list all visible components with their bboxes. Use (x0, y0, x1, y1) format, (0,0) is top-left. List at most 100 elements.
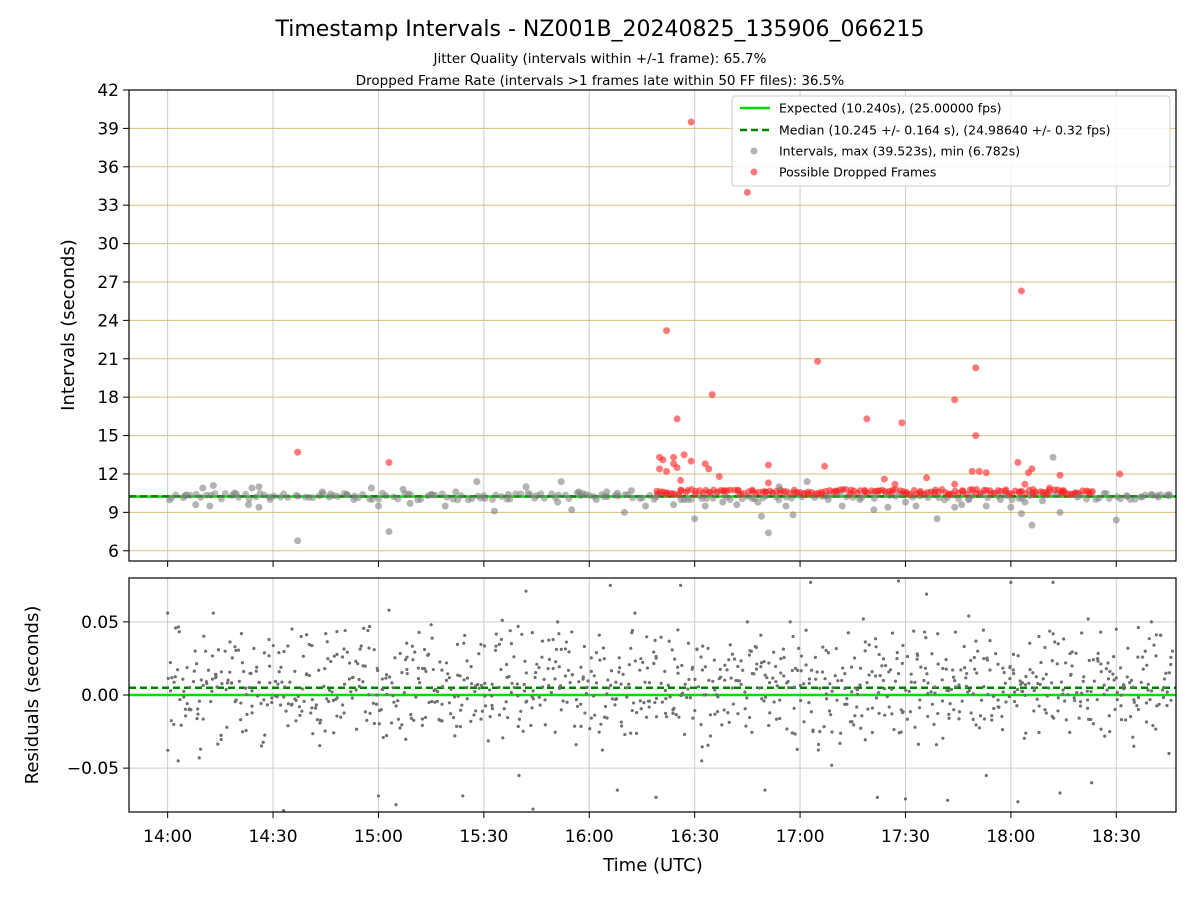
residual-band-point (775, 684, 779, 688)
residual-point (615, 788, 619, 792)
residual-band-point (973, 667, 977, 671)
residual-band-point (205, 681, 209, 686)
residual-band-point (793, 732, 797, 736)
residual-band-point (718, 667, 722, 671)
residual-band-point (919, 665, 923, 669)
interval-point (294, 537, 302, 545)
residual-band-point (843, 672, 847, 676)
residual-band-point (739, 659, 743, 663)
residual-band-point (1131, 735, 1135, 739)
y-tick-label: 36 (97, 158, 119, 178)
residual-band-point (240, 730, 245, 734)
residual-band-point (1091, 658, 1095, 662)
residual-band-point (782, 655, 786, 660)
residual-band-point (551, 637, 555, 642)
residual-band-point (1146, 682, 1150, 686)
residual-band-point (934, 743, 939, 747)
residual-band-point (553, 677, 557, 681)
interval-band-point (1102, 489, 1110, 497)
residual-band-point (1074, 651, 1078, 655)
residual-band-point (282, 649, 286, 654)
interval-band-point (565, 495, 573, 503)
residual-band-point (899, 730, 903, 734)
residual-band-point (367, 646, 371, 650)
residual-band-point (1096, 651, 1100, 655)
residual-band-point (680, 663, 684, 668)
residual-band-point (623, 732, 627, 737)
residual-band-point (693, 677, 697, 681)
dropped-frame-point (923, 474, 931, 482)
residual-point (700, 759, 704, 763)
residual-band-point (1139, 680, 1143, 684)
residual-band-point (375, 693, 379, 697)
dropped-frame-point (951, 480, 959, 488)
residual-band-point (643, 680, 647, 684)
residual-band-point (631, 701, 636, 705)
residual-band-point (874, 696, 879, 700)
residual-band-point (252, 646, 256, 651)
residual-band-point (597, 633, 601, 637)
residual-band-point (859, 726, 863, 730)
dropped-frame-point (1017, 287, 1025, 295)
residual-band-point (500, 618, 504, 622)
residual-band-point (772, 650, 776, 654)
residual-point (1051, 580, 1055, 584)
interval-point (680, 496, 688, 504)
interval-band-point (955, 495, 962, 503)
residual-band-point (433, 700, 437, 704)
residual-band-point (1007, 694, 1011, 699)
residual-band-point (638, 699, 642, 703)
interval-point (399, 485, 407, 493)
residual-point (1167, 751, 1171, 756)
residual-point (861, 617, 865, 621)
residual-band-point (520, 632, 524, 636)
interval-point (670, 501, 678, 509)
residual-band-point (1011, 668, 1015, 672)
residual-band-point (400, 723, 404, 727)
residual-band-point (1106, 661, 1110, 665)
residual-band-point (436, 689, 440, 694)
residual-band-point (1136, 625, 1140, 630)
residual-band-point (836, 679, 840, 683)
interval-point (473, 478, 481, 486)
residual-band-point (609, 683, 613, 687)
residual-band-point (509, 642, 514, 646)
residual-band-point (521, 729, 525, 733)
residual-band-point (664, 715, 669, 719)
residual-band-point (456, 694, 460, 698)
residual-band-point (652, 650, 656, 654)
residual-band-point (462, 641, 466, 645)
interval-point (255, 483, 263, 491)
residual-band-point (245, 712, 249, 717)
residual-band-point (1077, 716, 1081, 720)
residual-band-point (1072, 696, 1076, 700)
residual-band-point (1063, 661, 1068, 665)
residual-band-point (767, 661, 771, 665)
residual-band-point (398, 651, 402, 656)
residual-band-point (1102, 692, 1106, 697)
residual-band-point (1044, 672, 1048, 676)
residual-band-point (778, 698, 782, 702)
residuals-points (166, 579, 1175, 813)
residual-band-point (672, 706, 676, 710)
residual-band-point (802, 682, 806, 686)
residual-band-point (1050, 681, 1054, 685)
residual-band-point (990, 718, 994, 722)
residual-band-point (416, 677, 421, 681)
residual-band-point (215, 685, 219, 689)
interval-point (575, 488, 583, 496)
residual-band-point (392, 700, 396, 704)
x-tick-label: 16:00 (565, 827, 614, 847)
residual-band-point (759, 633, 763, 637)
residual-band-point (980, 698, 984, 702)
residual-band-point (804, 663, 808, 667)
residual-band-point (765, 676, 769, 680)
dropped-frame-point (701, 460, 709, 468)
interval-point (757, 512, 765, 520)
residual-band-point (962, 644, 966, 649)
residual-band-point (1082, 675, 1086, 679)
residual-band-point (1169, 662, 1173, 667)
interval-point (1112, 516, 1120, 524)
residual-band-point (855, 692, 860, 696)
residual-band-point (367, 624, 372, 629)
